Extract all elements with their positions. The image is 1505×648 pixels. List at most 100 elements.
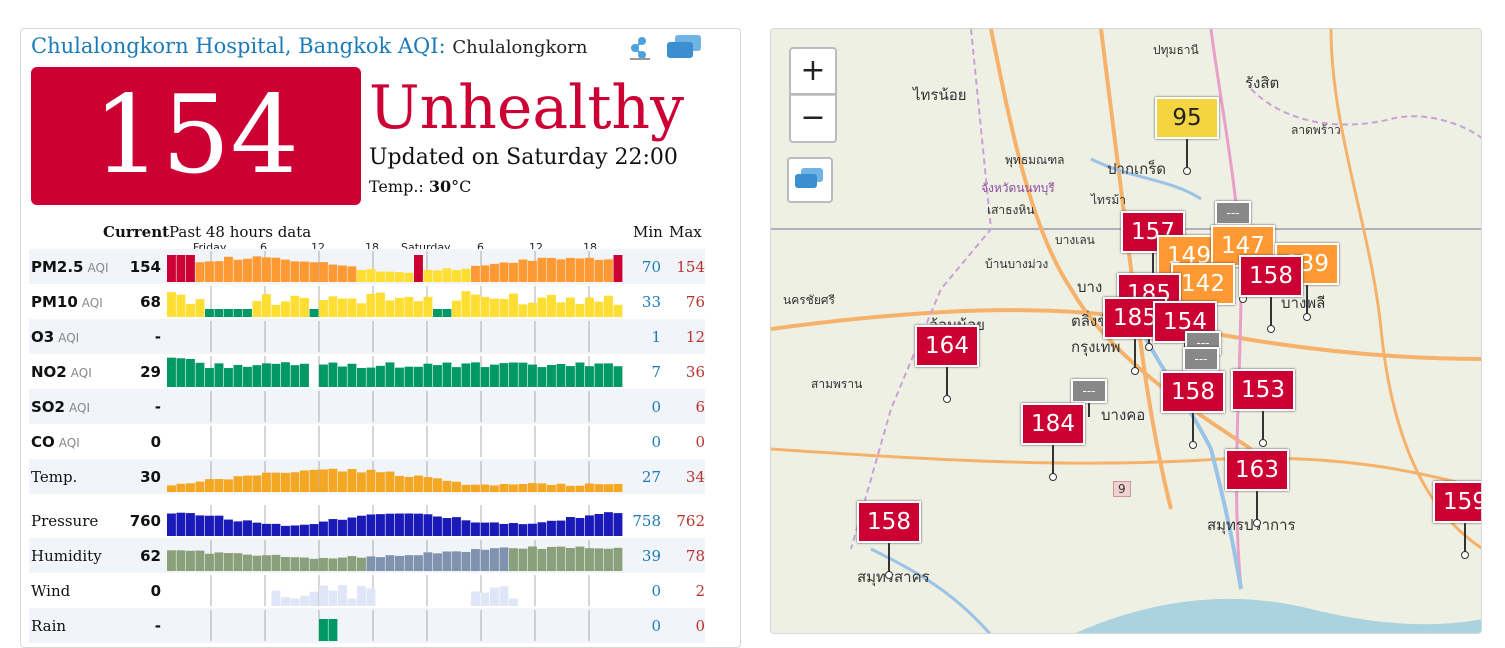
place-label: ไทรม้า	[1091, 193, 1127, 207]
pollutant-name-text: PM2.5	[31, 258, 84, 276]
history-chart[interactable]	[167, 284, 623, 319]
history-bar	[281, 597, 290, 606]
history-bar	[176, 550, 186, 571]
history-bar	[281, 525, 290, 536]
history-chart[interactable]	[167, 249, 623, 284]
history-bar	[366, 588, 376, 606]
marker-aqi-label[interactable]: 153	[1231, 369, 1295, 411]
history-chart[interactable]	[167, 538, 623, 573]
pollutant-row[interactable]: O3 AQI - 1 12	[29, 319, 705, 354]
history-bar	[480, 522, 490, 536]
station-name[interactable]: Chulalongkorn Hospital, Bangkok AQI	[31, 34, 439, 58]
marker-aqi-label[interactable]: 184	[1021, 403, 1085, 445]
pollutant-row[interactable]: Humidity 62 39 78	[29, 538, 705, 573]
marker-aqi-label[interactable]: 139	[1275, 243, 1339, 285]
history-bar	[547, 520, 556, 536]
history-bar	[452, 551, 461, 571]
marker-aqi-label[interactable]: 164	[915, 325, 979, 367]
history-bar	[281, 472, 290, 492]
max-value: 154	[676, 258, 705, 276]
history-bar	[537, 548, 547, 571]
history-bar	[205, 479, 214, 492]
temp-value: 30	[428, 177, 452, 196]
history-bar	[281, 362, 290, 387]
layers-button[interactable]	[787, 157, 833, 203]
history-bar	[499, 586, 509, 606]
history-bar	[423, 514, 433, 536]
marker-stem	[1256, 491, 1258, 521]
max-value: 78	[685, 547, 705, 565]
history-bar	[262, 523, 271, 536]
station-title[interactable]: Chulalongkorn Hospital, Bangkok AQI: Chu…	[31, 34, 591, 60]
history-bar	[205, 553, 214, 571]
history-bar	[395, 367, 404, 387]
history-bar	[319, 364, 328, 387]
pollutant-row[interactable]: Temp. 30 27 34	[29, 459, 705, 494]
marker-dot	[885, 571, 893, 579]
marker-aqi-label[interactable]: 158	[1239, 255, 1303, 297]
marker-aqi-label[interactable]: 159	[1433, 481, 1481, 523]
history-chart[interactable]	[167, 389, 623, 424]
place-label: ปากเกร็ด	[1107, 160, 1167, 178]
history-bar	[594, 301, 604, 317]
history-bar	[404, 272, 414, 282]
history-bar	[499, 523, 509, 536]
pollutant-row[interactable]: Pressure 760 758 762	[29, 503, 705, 538]
history-chart[interactable]	[167, 503, 623, 538]
history-bar	[309, 469, 319, 492]
pollutant-row[interactable]: Rain - 0 0	[29, 608, 705, 643]
marker-aqi-label[interactable]: ---	[1215, 201, 1251, 225]
history-bar	[205, 515, 214, 536]
history-chart[interactable]	[167, 459, 623, 494]
compare-icon[interactable]	[665, 33, 703, 61]
place-label: สมุทรสาคร	[857, 568, 930, 586]
history-bar	[366, 469, 376, 492]
pollutant-name-text: Wind	[31, 582, 71, 600]
history-chart[interactable]	[167, 608, 623, 643]
zoom-out-button[interactable]: −	[789, 95, 837, 143]
share-icon[interactable]	[627, 35, 653, 61]
marker-dot	[1189, 441, 1197, 449]
history-chart[interactable]	[167, 319, 623, 354]
history-bar	[594, 363, 604, 387]
marker-dot	[943, 395, 951, 403]
marker-aqi-label[interactable]: 163	[1225, 449, 1289, 491]
history-bar	[271, 304, 281, 317]
marker-aqi-label[interactable]: ---	[1071, 379, 1107, 403]
pollutant-row[interactable]: NO2 AQI 29 7 36	[29, 354, 705, 389]
history-bar	[338, 298, 347, 317]
history-bar	[404, 555, 414, 571]
history-bar	[566, 297, 575, 317]
pollutant-row[interactable]: SO2 AQI - 0 6	[29, 389, 705, 424]
place-label: กรุงเทพ	[1071, 338, 1121, 356]
history-bar	[442, 362, 452, 387]
history-bar	[328, 590, 338, 606]
current-value: 0	[150, 582, 161, 600]
marker-aqi-label[interactable]: 95	[1155, 97, 1219, 139]
history-chart[interactable]	[167, 424, 623, 459]
history-bar	[309, 262, 319, 282]
history-bar	[290, 472, 300, 492]
pollutant-row[interactable]: Wind 0 0 2	[29, 573, 705, 608]
pollutant-unit: AQI	[87, 261, 109, 275]
history-bar	[205, 261, 214, 282]
history-bar	[385, 471, 395, 492]
place-label: ปทุมธานี	[1153, 43, 1199, 57]
marker-aqi-label[interactable]: 158	[1161, 371, 1225, 413]
history-bar	[281, 301, 290, 317]
history-bar	[309, 591, 319, 606]
aqi-map[interactable]: + − ไทรน้อย ปทุมธานี รังสิต พุทธมณฑล ปาก…	[770, 28, 1482, 634]
pollutant-row[interactable]: PM10 AQI 68 33 76	[29, 284, 705, 319]
history-bar	[404, 296, 414, 317]
marker-aqi-label[interactable]: 158	[857, 501, 921, 543]
place-label: บ้านบางม่วง	[985, 257, 1049, 271]
history-bar	[537, 483, 547, 492]
history-chart[interactable]	[167, 573, 623, 608]
pollutant-row[interactable]: CO AQI 0 0 0	[29, 424, 705, 459]
marker-aqi-label[interactable]: ---	[1183, 347, 1219, 371]
history-chart[interactable]	[167, 354, 623, 389]
pollutant-row[interactable]: PM2.5 AQI 154 70 154	[29, 249, 705, 284]
history-bar	[176, 512, 186, 536]
zoom-in-button[interactable]: +	[789, 47, 837, 95]
history-bar	[604, 295, 613, 317]
